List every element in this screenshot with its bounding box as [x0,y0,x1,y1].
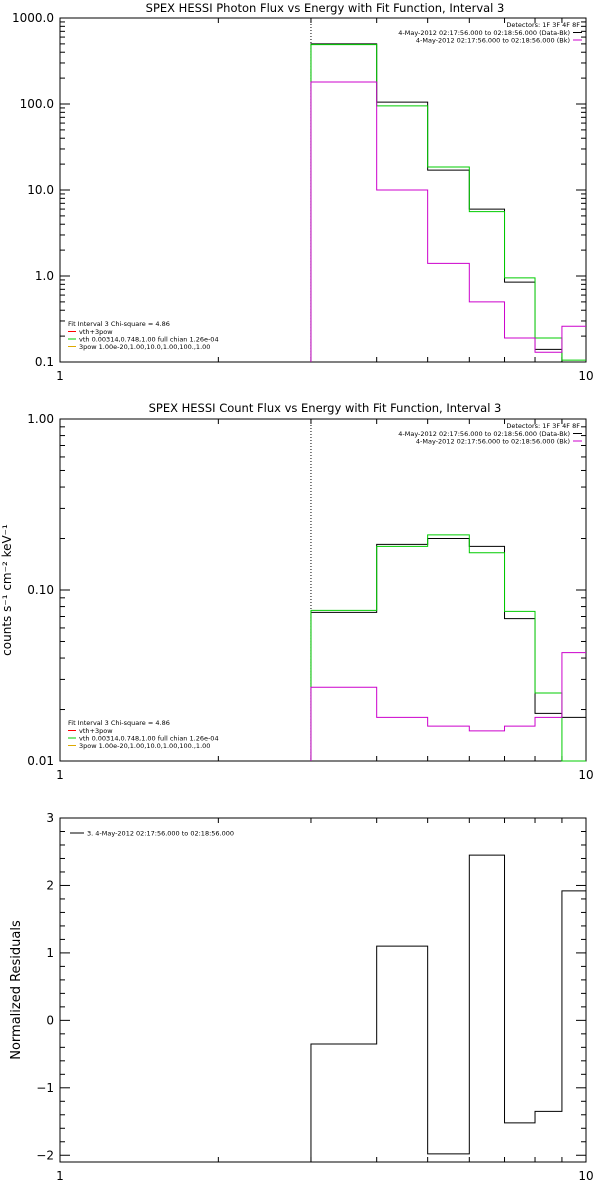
photon-flux-legend-top-entry: 4-May-2012 02:17:56.000 to 02:18:56.000 … [398,29,570,37]
count-flux-plot-area: 1 100.010.101.00 Detectors: 1F 3F 4F 8F4-M… [27,412,593,782]
residuals-y-tick-label: −1 [36,1081,54,1095]
photon-flux-legend-bottom-header: Fit Interval 3 Chi-square = 4.86 [68,320,170,328]
count-flux-legend-bottom-entry: vth 0.00314,0.748,1.00 full chian 1.26e-… [79,735,219,743]
photon-flux-y-tick-label: 0.1 [35,355,54,369]
count-flux-legend-top-header: Detectors: 1F 3F 4F 8F [506,422,580,430]
photon-flux-title: SPEX HESSI Photon Flux vs Energy with Fi… [146,1,505,15]
count-flux-frame [59,418,587,762]
residuals-panel: Normalized Residuals 1 10 −2 −1 0 1 2 3 3. 4-May… [9,811,594,1183]
residuals-y-tick-label: 2 [46,878,54,892]
residuals-series-0 [310,854,586,1162]
count-flux-series-2 [310,652,586,761]
photon-flux-series-1 [310,44,586,362]
residuals-y-tick-label: 3 [46,811,54,825]
residuals-frame [59,817,587,1163]
photon-flux-plot-area: 1 10 0.1 1.0 10.0 100.0 1000.0 Detectors: 1F 3F… [12,11,594,383]
photon-flux-y-tick-label: 100.0 [20,97,54,111]
count-flux-y-tick-label: 1.00 [27,412,54,426]
count-flux-x-tick-label: 1 [56,768,64,782]
count-flux-y-tick-label: 0.01 [27,754,54,768]
residuals-y-tick-label: 0 [46,1013,54,1027]
residuals-x-tick-label: 10 [578,1169,593,1183]
residuals-legend-top-entry: 3. 4-May-2012 02:17:56.000 to 02:18:56.0… [87,830,234,838]
count-flux-series-1 [310,534,586,762]
photon-flux-panel: SPEX HESSI Photon Flux vs Energy with Fi… [12,1,594,383]
photon-flux-frame [59,17,587,363]
count-flux-title: SPEX HESSI Count Flux vs Energy with Fit… [149,401,502,415]
photon-flux-legend-bottom-entry: vth+3pow [79,328,113,336]
residuals-y-tick-label: 1 [46,946,54,960]
photon-flux-x-tick-label: 10 [578,369,593,383]
photon-flux-series-2 [310,81,586,362]
count-flux-y-tick-label: 0.10 [27,583,54,597]
photon-flux-legend-bottom-entry: vth 0.00314,0.748,1.00 full chian 1.26e-… [79,336,219,344]
photon-flux-legend-bottom-entry: 3pow 1.00e-20,1.00,10.0,1.00,100.,1.00 [79,343,210,351]
count-flux-legend-top-entry: 4-May-2012 02:17:56.000 to 02:18:56.000 … [416,438,570,446]
count-flux-panel: SPEX HESSI Count Flux vs Energy with Fit… [0,401,594,782]
photon-flux-x-tick-label: 1 [56,369,64,383]
residuals-plot-area: 1 10 −2 −1 0 1 2 3 3. 4-May-2012 02:17:56.000 to… [36,811,593,1183]
photon-flux-series-0 [310,43,586,363]
photon-flux-legend-top-header: Detectors: 1F 3F 4F 8F [506,21,580,29]
photon-flux-y-tick-label: 1.0 [35,269,54,283]
residuals-ylabel: Normalized Residuals [9,920,24,1060]
residuals-x-tick-label: 1 [56,1169,64,1183]
photon-flux-y-tick-label: 1000.0 [12,11,54,25]
photon-flux-y-tick-label: 10.0 [27,183,54,197]
count-flux-series-0 [310,538,586,761]
count-flux-legend-bottom-entry: 3pow 1.00e-20,1.00,10.0,1.00,100.,1.00 [79,742,210,750]
count-flux-legend-bottom-entry: vth+3pow [79,727,113,735]
count-flux-x-tick-label: 10 [578,768,593,782]
count-flux-ylabel: counts s⁻¹ cm⁻² keV⁻¹ [0,524,14,656]
residuals-y-tick-label: −2 [36,1148,54,1162]
photon-flux-legend-top-entry: 4-May-2012 02:17:56.000 to 02:18:56.000 … [416,37,570,45]
count-flux-legend-top-entry: 4-May-2012 02:17:56.000 to 02:18:56.000 … [398,430,570,438]
count-flux-legend-bottom-header: Fit Interval 3 Chi-square = 4.86 [68,719,170,727]
